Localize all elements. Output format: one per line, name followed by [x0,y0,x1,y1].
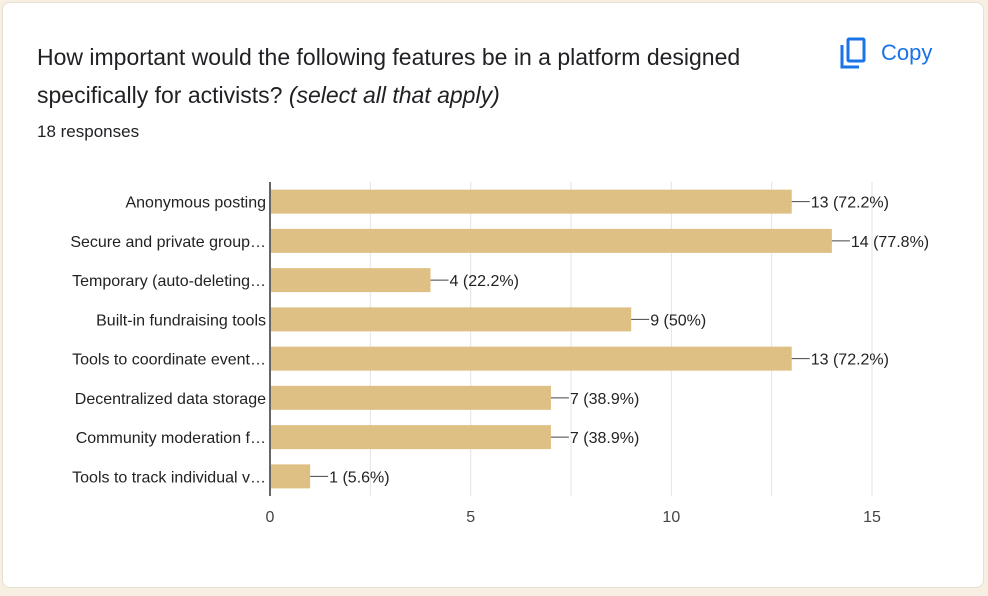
data-label: 14 (77.8%) [851,234,929,251]
bar [271,228,832,253]
x-tick-label: 15 [863,509,881,526]
category-label: Community moderation f… [76,430,266,447]
bars [271,189,832,489]
copy-button[interactable]: Copy [839,33,932,73]
category-label: Secure and private group… [70,234,266,251]
data-label: 9 (50%) [650,312,706,329]
response-count: 18 responses [37,122,140,141]
question-title-hint: (select all that apply) [288,82,500,108]
labels: 0 5 10 15 Anonymous posting 13 (72.2%) Secure … [70,195,929,526]
data-label: 13 (72.2%) [811,352,889,369]
bar [271,307,632,332]
bar [271,385,551,410]
category-label: Temporary (auto-deleting… [72,273,266,290]
copy-icon [839,36,867,70]
chart-card: How important would the following featur… [2,2,984,588]
category-label: Decentralized data storage [75,391,266,408]
data-label: 7 (38.9%) [570,430,639,447]
bar [271,268,431,293]
category-label: Tools to track individual v… [72,469,266,486]
data-label: 13 (72.2%) [811,195,889,212]
category-label: Anonymous posting [125,195,266,212]
data-label: 4 (22.2%) [450,273,519,290]
category-label: Tools to coordinate event… [72,352,266,369]
question-title: How important would the following featur… [37,38,797,114]
category-label: Built-in fundraising tools [96,312,266,329]
bar [271,425,551,450]
question-title-text: How important would the following featur… [37,44,741,108]
copy-label: Copy [881,40,933,65]
x-tick-label: 5 [466,509,475,526]
bar [271,189,792,214]
x-tick-label: 0 [266,509,275,526]
data-label: 7 (38.9%) [570,391,639,408]
x-tick-label: 10 [662,509,680,526]
data-label: 1 (5.6%) [329,469,389,486]
bar [271,346,792,371]
bar [271,464,311,489]
